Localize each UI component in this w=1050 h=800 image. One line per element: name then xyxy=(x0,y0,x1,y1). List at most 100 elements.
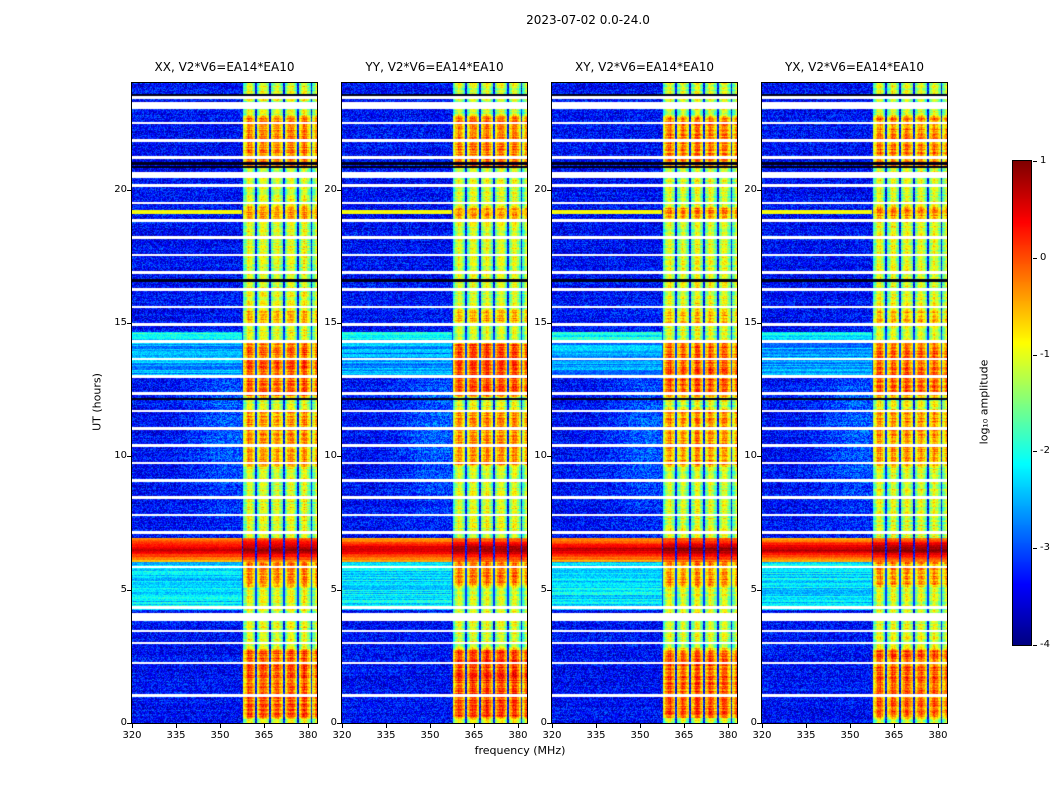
x-tick-mark xyxy=(552,724,553,728)
colorbar-tick-label: 0 xyxy=(1040,252,1047,263)
x-tick-label: 365 xyxy=(464,730,484,741)
y-tick-mark xyxy=(547,723,551,724)
x-tick-label: 335 xyxy=(796,730,816,741)
x-tick-mark xyxy=(850,724,851,728)
y-tick-mark xyxy=(337,323,341,324)
panel-title: XX, V2*V6=EA14*EA10 xyxy=(154,60,295,74)
x-tick-label: 335 xyxy=(376,730,396,741)
x-tick-label: 380 xyxy=(928,730,948,741)
y-tick-mark xyxy=(547,190,551,191)
y-tick-mark xyxy=(127,190,131,191)
y-tick-mark xyxy=(547,323,551,324)
colorbar: 1 0 -1 -2 -3 -4 xyxy=(1012,155,1050,650)
x-tick-label: 350 xyxy=(630,730,650,741)
y-tick-label: 10 xyxy=(114,450,127,461)
x-tick-mark xyxy=(938,724,939,728)
y-tick-label: 10 xyxy=(324,450,337,461)
x-tick-mark xyxy=(894,724,895,728)
spectrogram-canvas xyxy=(761,82,948,724)
x-tick-label: 380 xyxy=(298,730,318,741)
spectrogram-panel: YY, V2*V6=EA14*EA10 320 335 350 365 380 0 5 10 15… xyxy=(324,60,528,741)
colorbar-tick-mark xyxy=(1033,355,1037,356)
colorbar-tick-label: -2 xyxy=(1040,445,1050,456)
y-tick-mark xyxy=(547,590,551,591)
x-tick-label: 335 xyxy=(586,730,606,741)
colorbar-tick-mark xyxy=(1033,645,1037,646)
x-tick-label: 365 xyxy=(884,730,904,741)
y-tick-label: 0 xyxy=(120,717,127,728)
x-tick-mark xyxy=(386,724,387,728)
colorbar-tick-label: -1 xyxy=(1040,349,1050,360)
panel-title: XY, V2*V6=EA14*EA10 xyxy=(574,60,715,74)
colorbar-tick-mark xyxy=(1033,258,1037,259)
spectrogram-canvas xyxy=(341,82,528,724)
x-tick-mark xyxy=(430,724,431,728)
y-tick-label: 0 xyxy=(540,717,547,728)
panel-title: YY, V2*V6=EA14*EA10 xyxy=(365,60,504,74)
y-tick-label: 10 xyxy=(534,450,547,461)
x-axis-label: frequency (MHz) xyxy=(474,744,566,757)
y-tick-label: 10 xyxy=(744,450,757,461)
x-tick-label: 380 xyxy=(718,730,738,741)
y-tick-label: 15 xyxy=(114,317,127,328)
y-tick-mark xyxy=(127,323,131,324)
y-tick-mark xyxy=(757,456,761,457)
x-tick-label: 320 xyxy=(332,730,352,741)
x-tick-mark xyxy=(806,724,807,728)
x-tick-label: 380 xyxy=(508,730,528,741)
colorbar-tick-label: -3 xyxy=(1040,542,1050,553)
y-axis-label: UT (hours) xyxy=(90,373,104,431)
x-tick-label: 320 xyxy=(542,730,562,741)
y-tick-label: 20 xyxy=(534,184,547,195)
x-tick-mark xyxy=(474,724,475,728)
spectrogram-canvas xyxy=(131,82,318,724)
spectrogram-panel: YX, V2*V6=EA14*EA10 320 335 350 365 380 0 5 10 15… xyxy=(744,60,948,741)
x-tick-mark xyxy=(220,724,221,728)
x-tick-mark xyxy=(308,724,309,728)
y-tick-mark xyxy=(127,456,131,457)
y-tick-mark xyxy=(127,590,131,591)
x-tick-label: 350 xyxy=(840,730,860,741)
y-tick-label: 20 xyxy=(324,184,337,195)
x-tick-mark xyxy=(264,724,265,728)
x-tick-label: 365 xyxy=(674,730,694,741)
spectrogram-canvas xyxy=(551,82,738,724)
x-tick-mark xyxy=(176,724,177,728)
y-tick-label: 20 xyxy=(744,184,757,195)
y-tick-label: 15 xyxy=(534,317,547,328)
x-tick-label: 320 xyxy=(122,730,142,741)
y-tick-mark xyxy=(337,190,341,191)
y-tick-mark xyxy=(757,590,761,591)
x-tick-label: 350 xyxy=(420,730,440,741)
x-tick-label: 320 xyxy=(752,730,772,741)
x-tick-label: 350 xyxy=(210,730,230,741)
y-tick-label: 5 xyxy=(750,584,757,595)
colorbar-tick-mark xyxy=(1033,161,1037,162)
y-tick-label: 15 xyxy=(744,317,757,328)
colorbar-tick-mark xyxy=(1033,548,1037,549)
x-tick-mark xyxy=(518,724,519,728)
colorbar-tick-mark xyxy=(1033,451,1037,452)
colorbar-tick-label: 1 xyxy=(1040,155,1047,166)
y-tick-mark xyxy=(127,723,131,724)
y-tick-mark xyxy=(337,456,341,457)
y-tick-mark xyxy=(757,723,761,724)
y-tick-mark xyxy=(337,723,341,724)
x-tick-mark xyxy=(684,724,685,728)
y-tick-label: 15 xyxy=(324,317,337,328)
x-tick-label: 335 xyxy=(166,730,186,741)
x-tick-mark xyxy=(342,724,343,728)
y-tick-mark xyxy=(757,323,761,324)
colorbar-gradient-canvas xyxy=(1012,160,1032,646)
spectrogram-panel: XY, V2*V6=EA14*EA10 320 335 350 365 380 0 5 10 15… xyxy=(534,60,738,741)
y-tick-label: 5 xyxy=(120,584,127,595)
x-tick-mark xyxy=(132,724,133,728)
y-tick-label: 0 xyxy=(330,717,337,728)
x-tick-label: 365 xyxy=(254,730,274,741)
x-tick-mark xyxy=(728,724,729,728)
x-tick-mark xyxy=(596,724,597,728)
y-tick-label: 5 xyxy=(330,584,337,595)
x-tick-mark xyxy=(640,724,641,728)
y-tick-label: 5 xyxy=(540,584,547,595)
